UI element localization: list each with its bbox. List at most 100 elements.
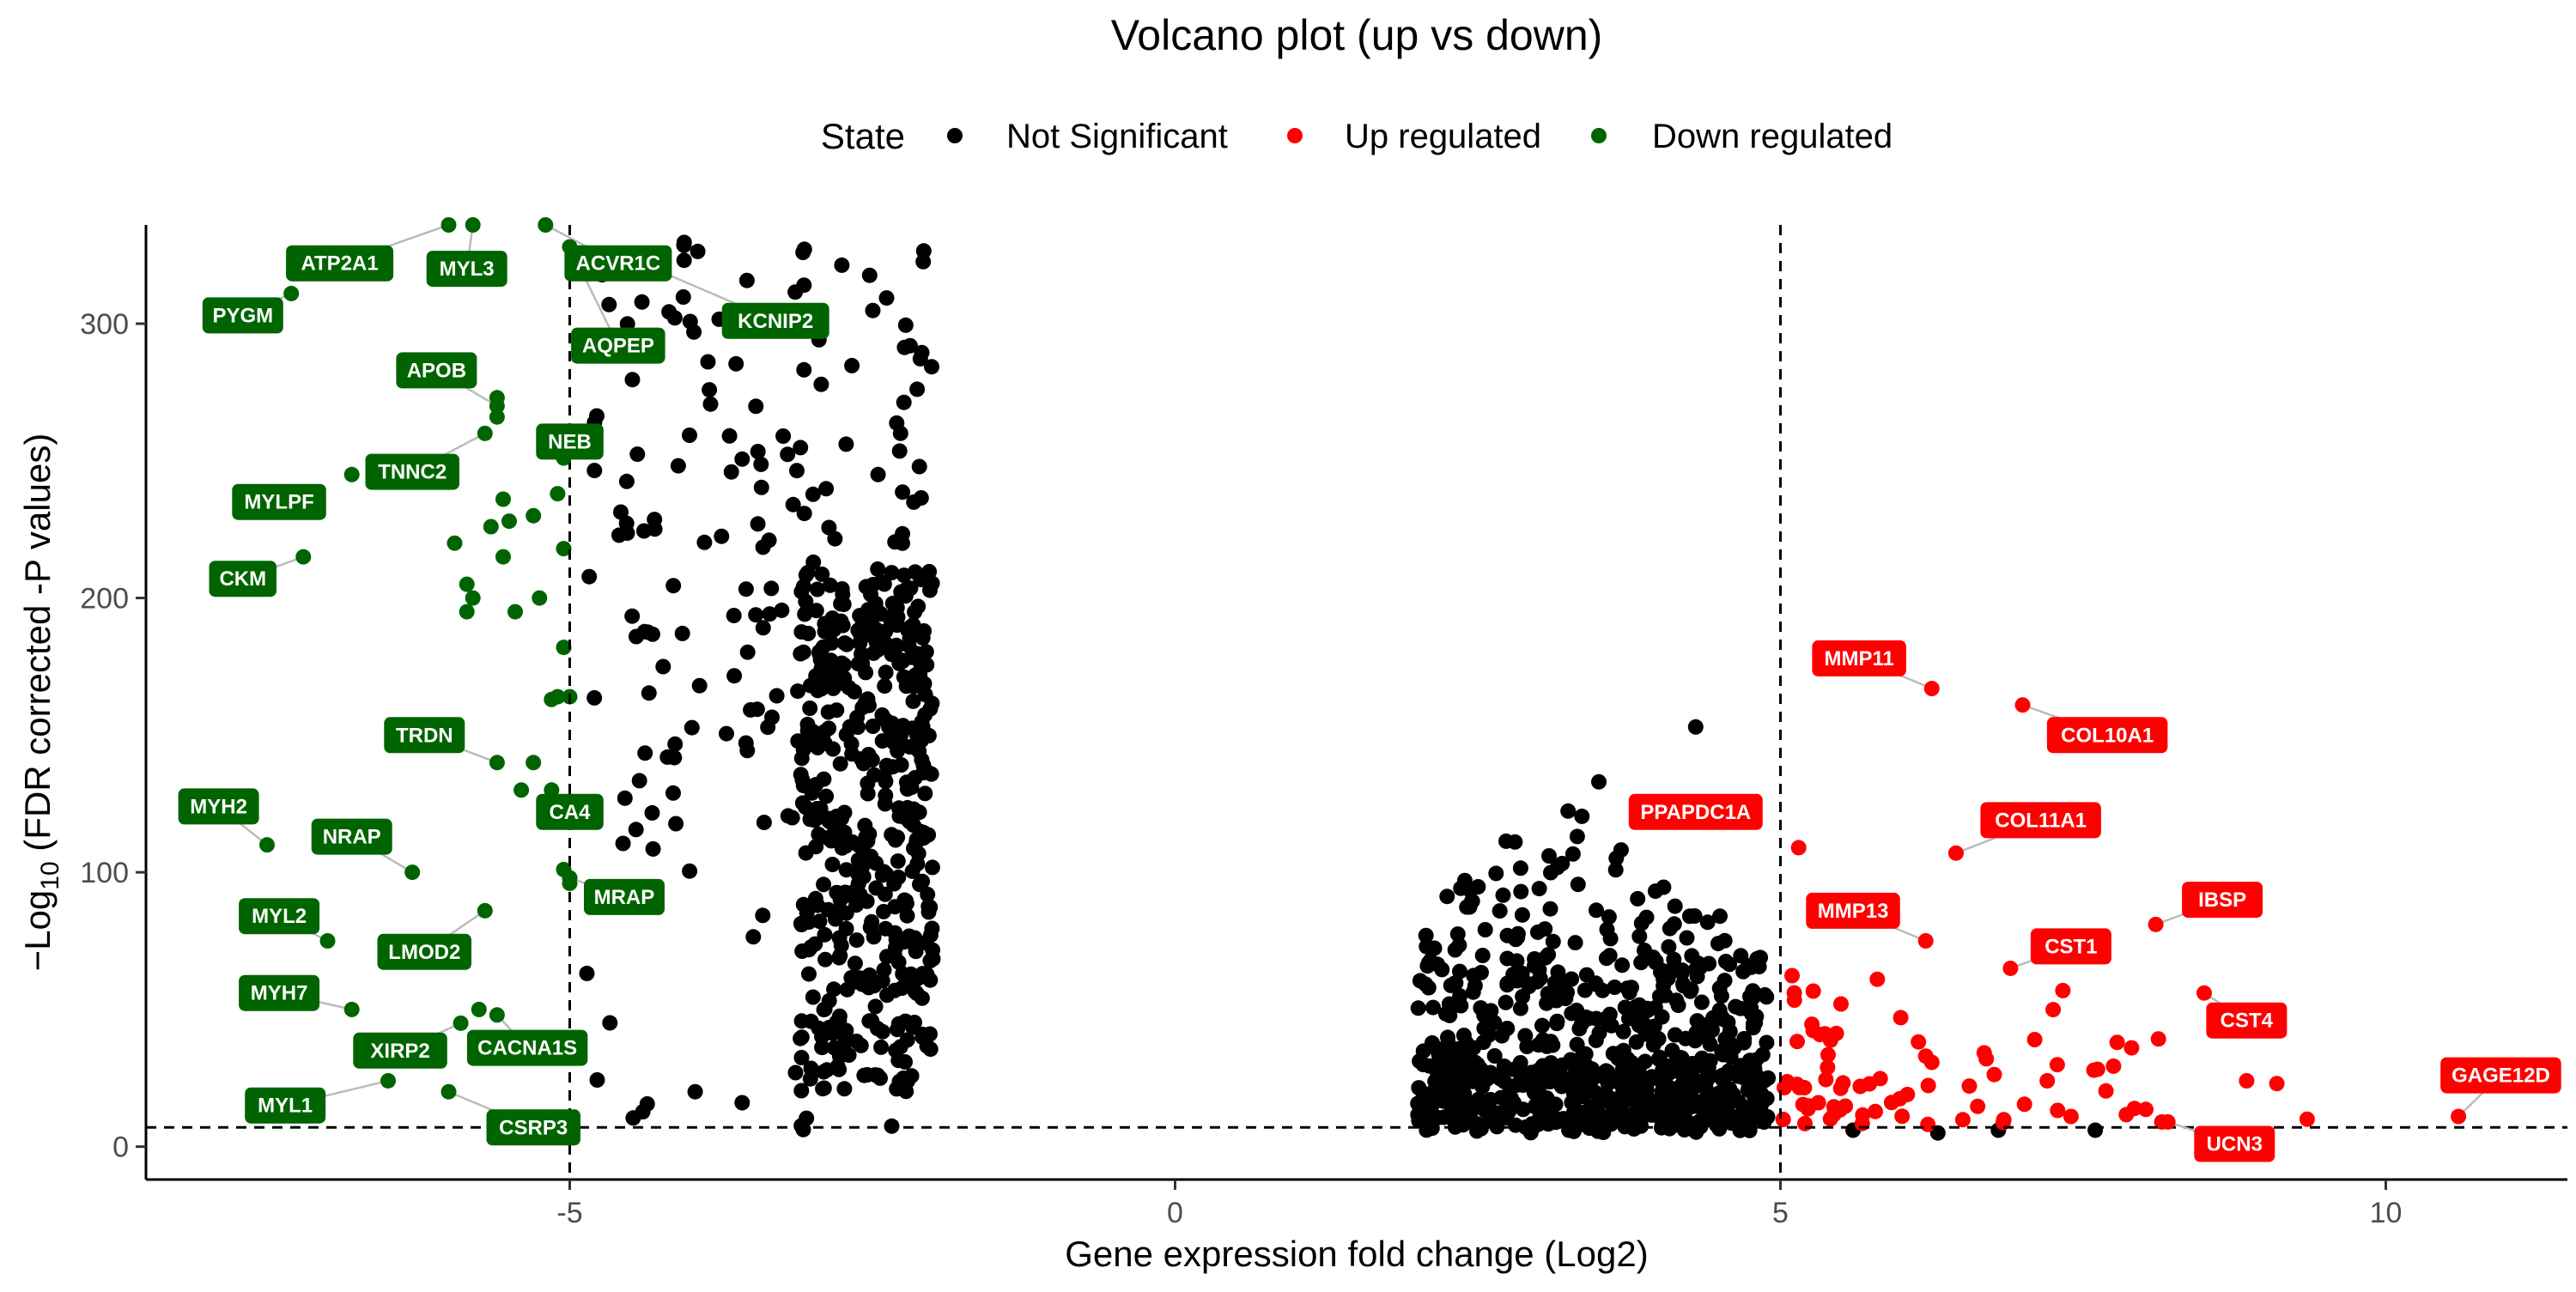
data-point xyxy=(813,376,829,392)
gene-label-box xyxy=(1980,802,2101,839)
data-point xyxy=(1542,901,1558,917)
data-point xyxy=(877,886,893,902)
data-point xyxy=(1854,1115,1870,1131)
data-point xyxy=(1687,719,1704,735)
data-point xyxy=(665,785,681,801)
gene-label-box xyxy=(396,352,477,389)
data-point xyxy=(719,725,734,742)
data-point xyxy=(917,687,933,703)
gene-label-box xyxy=(377,933,471,970)
gene-label: LMOD2 xyxy=(388,941,460,964)
data-point xyxy=(702,396,719,412)
data-point xyxy=(1920,1077,1936,1094)
data-point xyxy=(820,830,835,846)
data-point xyxy=(905,1019,920,1035)
data-point xyxy=(625,1110,641,1126)
data-point xyxy=(811,913,828,930)
data-point xyxy=(1608,1070,1625,1086)
data-point xyxy=(1498,1110,1515,1126)
data-point xyxy=(1499,950,1516,967)
data-point xyxy=(795,245,811,260)
data-point xyxy=(1786,992,1802,1008)
legend-label-up: Up regulated xyxy=(1345,118,1541,155)
data-point xyxy=(895,525,910,542)
data-point xyxy=(1745,1016,1761,1032)
data-point xyxy=(1601,909,1617,925)
data-point xyxy=(738,272,755,288)
data-point xyxy=(877,678,893,695)
data-point xyxy=(1456,872,1473,889)
data-point xyxy=(1621,1010,1637,1027)
data-point xyxy=(1567,935,1583,951)
data-point xyxy=(1690,1073,1706,1089)
data-point xyxy=(465,590,481,606)
gene-label-box xyxy=(178,788,259,825)
gene-label-box xyxy=(245,1087,326,1124)
data-point xyxy=(2239,1073,2255,1089)
data-point xyxy=(1648,953,1664,969)
labeled-point xyxy=(380,1072,396,1089)
data-point xyxy=(1759,1034,1775,1051)
gene-label: COL11A1 xyxy=(1995,809,2087,832)
data-point xyxy=(1470,879,1486,895)
data-point xyxy=(550,486,566,502)
data-point xyxy=(1469,1119,1485,1135)
data-point xyxy=(903,649,920,665)
data-point xyxy=(634,294,650,310)
data-point xyxy=(803,939,819,955)
data-point xyxy=(636,523,652,539)
gene-label-box xyxy=(2046,717,2168,754)
data-point xyxy=(628,822,644,838)
gene-label-box xyxy=(353,1032,447,1069)
data-point xyxy=(902,337,918,354)
data-point xyxy=(799,723,816,739)
data-point xyxy=(914,990,930,1006)
data-point xyxy=(914,627,930,643)
data-point xyxy=(890,869,907,885)
data-point xyxy=(890,743,906,759)
data-point xyxy=(780,808,796,824)
labeled-point xyxy=(295,549,312,565)
data-point xyxy=(1530,1062,1546,1078)
data-point xyxy=(1894,1108,1911,1125)
data-point xyxy=(834,257,850,273)
data-point xyxy=(841,680,857,695)
data-point xyxy=(816,1064,832,1080)
data-point xyxy=(817,951,834,967)
labeled-point xyxy=(2451,1108,2467,1125)
data-point xyxy=(1742,988,1758,1004)
data-point xyxy=(922,953,939,969)
gene-label-box xyxy=(584,878,665,915)
data-point xyxy=(769,688,785,704)
data-point xyxy=(1663,1095,1680,1111)
legend: State Not Significant Up regulated Down … xyxy=(821,116,1893,156)
data-point xyxy=(1419,938,1435,955)
data-point xyxy=(1714,1067,1730,1083)
data-point xyxy=(833,596,849,612)
data-point xyxy=(870,466,886,482)
data-point xyxy=(1686,1059,1702,1076)
data-point xyxy=(907,604,923,620)
data-point xyxy=(2138,1101,2154,1118)
data-point xyxy=(738,735,754,751)
data-point xyxy=(854,646,870,662)
data-point xyxy=(544,691,560,707)
data-point xyxy=(1633,955,1649,971)
data-point xyxy=(799,565,816,581)
data-point xyxy=(1557,1113,1573,1130)
data-point xyxy=(1899,1086,1916,1102)
gene-label-box xyxy=(2194,1125,2275,1162)
labeled-point xyxy=(1947,845,1964,861)
data-point xyxy=(1674,1113,1690,1129)
data-point xyxy=(1820,1046,1836,1063)
data-point xyxy=(1640,1073,1656,1089)
data-point xyxy=(2055,982,2071,998)
data-point xyxy=(924,359,939,375)
data-point xyxy=(526,755,542,771)
data-point xyxy=(690,243,706,259)
data-point xyxy=(801,966,817,982)
data-point xyxy=(489,409,505,425)
data-point xyxy=(1498,833,1514,849)
data-point xyxy=(822,577,838,593)
data-point xyxy=(917,786,933,802)
